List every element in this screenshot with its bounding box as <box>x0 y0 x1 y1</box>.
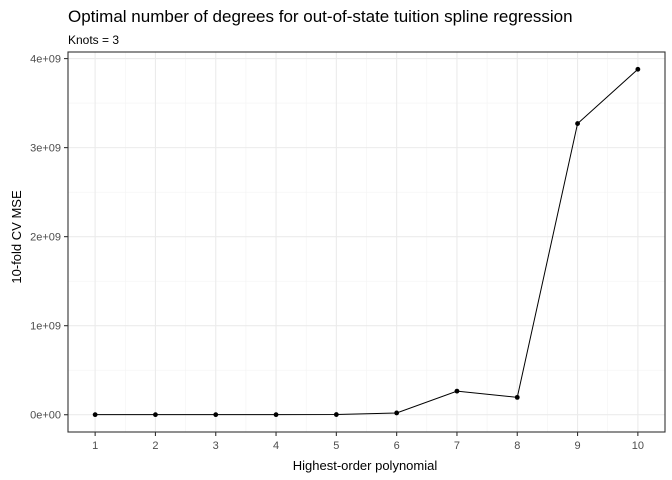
series-line <box>95 68 639 416</box>
data-point-8 <box>514 394 520 400</box>
chart-subtitle: Knots = 3 <box>68 33 119 47</box>
data-point-10 <box>635 66 641 72</box>
y-axis: 0e+00 1e+09 2e+09 3e+09 4e+09 <box>30 54 68 422</box>
x-tick-label-5: 5 <box>333 440 339 452</box>
x-tick-label-4: 4 <box>273 440 279 452</box>
plot-panel <box>67 51 666 433</box>
data-point-7 <box>454 388 460 394</box>
data-point-9 <box>575 121 580 126</box>
data-point-4 <box>273 412 279 418</box>
x-tick-label-1: 1 <box>92 440 98 452</box>
data-point-3 <box>213 412 219 418</box>
minor-gridlines <box>68 52 665 432</box>
x-tick-label-9: 9 <box>574 440 580 452</box>
x-tick-label-7: 7 <box>454 440 460 452</box>
data-point-2 <box>153 412 158 418</box>
y-tick-label-0e+00: 0e+00 <box>30 410 61 422</box>
x-tick-label-3: 3 <box>213 440 219 452</box>
x-axis-title: Highest-order polynomial <box>293 458 438 473</box>
x-tick-label-6: 6 <box>394 440 400 452</box>
data-series <box>92 66 641 418</box>
y-tick-label-3e+09: 3e+09 <box>30 143 61 155</box>
x-tick-label-2: 2 <box>152 440 158 452</box>
y-tick-label-2e+09: 2e+09 <box>30 232 61 244</box>
data-point-5 <box>333 412 339 417</box>
y-tick-label-1e+09: 1e+09 <box>30 321 61 333</box>
y-tick-label-4e+09: 4e+09 <box>30 54 61 66</box>
data-point-1 <box>92 412 98 418</box>
chart-title: Optimal number of degrees for out-of-sta… <box>68 7 573 26</box>
x-tick-label-10: 10 <box>632 440 644 452</box>
x-axis: 1 2 3 4 5 6 7 8 9 10 <box>92 432 644 452</box>
data-point-6 <box>394 410 400 416</box>
panel-border <box>67 51 666 433</box>
x-tick-label-8: 8 <box>514 440 520 452</box>
y-axis-title: 10-fold CV MSE <box>9 190 24 284</box>
